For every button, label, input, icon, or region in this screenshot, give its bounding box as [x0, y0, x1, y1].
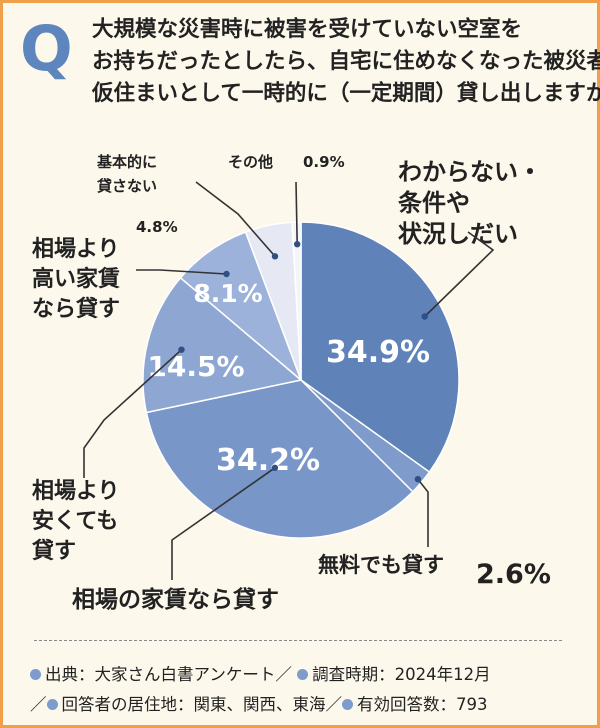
leader-line	[83, 349, 183, 478]
footer-source: 出典：大家さん白書アンケート	[45, 665, 276, 684]
leader-dot	[271, 464, 279, 471]
slice-category-label: 相場より安くても貸す	[31, 479, 120, 564]
question-text: 大規模な災害時に被害を受けていない空室を お持ちだったとしたら、自宅に住めなくな…	[92, 14, 600, 110]
slice-category-label-line: 安くても	[32, 508, 118, 534]
slice-value-label: 2.6%	[476, 559, 551, 590]
slice-category-label: 基本的に貸さない	[96, 153, 157, 195]
leader-dot	[421, 313, 428, 320]
pie-slice	[142, 276, 303, 414]
footer: 出典：大家さん白書アンケート／ 調査時期：2024年12月 ／回答者の居住地：関…	[30, 660, 491, 720]
slice-category-label-line: 高い家賃	[32, 266, 120, 292]
bullet-icon	[30, 669, 41, 680]
slice-category-label-line: その他	[228, 153, 273, 171]
slice-category-label-line: 状況しだい	[398, 220, 518, 248]
leader-dot	[178, 346, 185, 353]
leader-line	[417, 478, 429, 547]
leader-line	[295, 181, 298, 245]
leader-dot	[223, 270, 230, 278]
pie-slice	[145, 379, 414, 539]
slice-category-label-line: 基本的に	[96, 153, 157, 171]
slice-category-label-line: 相場の家賃なら貸す	[72, 586, 279, 613]
slice-category-label-line: 貸さない	[97, 177, 157, 195]
slice-category-label-line: わからない・	[398, 158, 542, 186]
slice-category-label: 相場より高い家賃なら貸す	[32, 237, 120, 322]
slice-value-label: 8.1%	[193, 279, 262, 308]
footer-line-2: ／回答者の居住地：関東、関西、東海／ 有効回答数：793	[30, 690, 491, 720]
footer-line-1: 出典：大家さん白書アンケート／ 調査時期：2024年12月	[30, 660, 491, 690]
slice-category-label-line: 貸す	[31, 538, 76, 564]
leader-dot	[271, 253, 279, 260]
leader-line	[136, 269, 227, 275]
footer-period: 調査時期：2024年12月	[312, 665, 491, 684]
footer-responses: 有効回答数：793	[357, 695, 488, 714]
question-line-1: 大規模な災害時に被害を受けていない空室を	[92, 17, 523, 42]
slice-category-label-line: 相場より	[32, 237, 120, 262]
leader-dot	[414, 476, 422, 483]
question-line-3: 仮住まいとして一時的に（一定期間）貸し出しますか？	[92, 81, 600, 106]
footer-separator: ／	[275, 665, 292, 684]
footer-separator: ／	[325, 695, 343, 714]
bullet-icon	[46, 699, 58, 710]
slice-value-label: 4.8%	[136, 218, 178, 236]
slice-value-label: 0.9%	[303, 153, 345, 171]
footer-divider	[34, 640, 562, 641]
leader-line	[195, 181, 276, 257]
footer-separator: ／	[30, 695, 47, 714]
leader-line	[171, 467, 276, 580]
question-marker: Q	[20, 12, 73, 85]
leader-line	[424, 231, 495, 318]
slice-category-label-line: 無料でも貸す	[318, 553, 444, 577]
slice-category-label: 無料でも貸す	[318, 553, 444, 577]
slice-value-label: 34.9%	[326, 335, 430, 370]
footer-region: 回答者の居住地：関東、関西、東海	[61, 695, 326, 714]
bullet-icon	[342, 699, 353, 710]
slice-category-label-line: 相場より	[32, 479, 120, 504]
slice-category-label-line: 条件や	[398, 189, 470, 217]
slice-category-label: わからない・条件や状況しだい	[398, 158, 542, 248]
slice-category-label-line: なら貸す	[32, 296, 120, 322]
leader-dot	[294, 241, 301, 248]
slice-category-label: 相場の家賃なら貸す	[72, 586, 279, 613]
question-line-2: お持ちだったとしたら、自宅に住めなくなった被災者の	[92, 49, 600, 74]
bullet-icon	[297, 669, 309, 680]
pie-slice	[300, 221, 460, 474]
slice-category-label: その他	[228, 153, 273, 171]
